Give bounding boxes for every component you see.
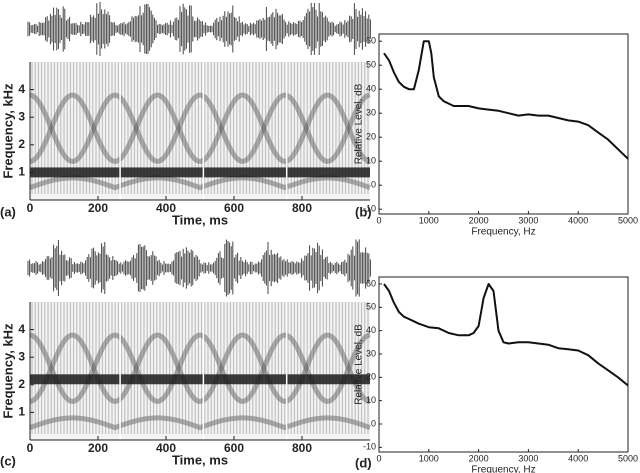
x-tick-label: 600 [224,201,244,215]
panel-label: (b) [355,204,372,219]
formant-band [30,374,370,385]
x-tick-label: 4000 [568,215,588,225]
y-tick-label: 20 [366,372,376,382]
y-tick-label: 0 [371,180,376,190]
y-tick-label: 1 [18,405,25,419]
formant-track [29,92,371,164]
y-tick-label: -10 [363,204,376,214]
x-tick-label: 200 [88,441,108,455]
y-tick-label: 30 [366,108,376,118]
spectrum-line [383,283,629,387]
striations [31,302,369,434]
y-tick-label: 20 [366,132,376,142]
x-tick-label: 4000 [568,453,588,463]
panel-label: (d) [355,455,372,470]
plot-frame [378,33,629,215]
formant-track [29,332,371,404]
x-axis-label: Frequency, Hz [471,465,535,473]
x-axis-label: Frequency, Hz [471,227,535,238]
y-axis-label: Frequency, kHz [0,323,15,419]
y-tick-label: 2 [18,137,25,151]
y-tick-label: 60 [366,36,376,46]
x-axis-label: Time, ms [172,212,228,227]
x-tick-label: 400 [156,201,176,215]
y-tick-label: 50 [366,60,376,70]
y-tick-label: 1 [18,165,25,179]
y-axis-label: Relative Level, dB [354,83,365,164]
y-axis-label: Frequency, kHz [0,83,15,179]
y-tick-label: 50 [366,302,376,312]
x-tick-label: 0 [376,453,381,463]
x-tick-label: 3000 [518,453,538,463]
x-tick-label: 800 [292,441,312,455]
formant-track [29,175,371,191]
x-tick-label: 2000 [469,215,489,225]
y-tick-label: 40 [366,325,376,335]
x-tick-label: 1000 [419,453,439,463]
formant-track [29,92,371,164]
x-tick-label: 5000 [618,453,638,463]
y-axis-label: Relative Level, dB [354,324,365,405]
y-tick-label: 4 [18,322,25,336]
y-tick-label: 60 [366,278,376,288]
x-tick-label: 0 [376,215,381,225]
x-tick-label: 1000 [419,215,439,225]
y-tick-label: 0 [371,418,376,428]
x-tick-label: 800 [292,201,312,215]
x-tick-label: 400 [156,441,176,455]
y-tick-label: 10 [366,156,376,166]
y-tick-label: 2 [18,377,25,391]
plot-frame [378,276,629,453]
panel-label: (a) [0,204,16,219]
y-tick-label: -10 [363,442,376,452]
panel-label: (c) [0,453,16,468]
formant-band [30,167,370,178]
x-tick-label: 200 [88,201,108,215]
y-tick-label: 10 [366,395,376,405]
y-tick-label: 30 [366,348,376,358]
x-tick-label: 2000 [469,453,489,463]
spectrum-line [383,40,629,160]
y-tick-label: 3 [18,109,25,123]
x-tick-label: 600 [224,441,244,455]
x-axis-label: Time, ms [172,452,228,467]
y-tick-label: 3 [18,349,25,363]
x-tick-label: 3000 [518,215,538,225]
formant-track [29,332,371,404]
x-tick-label: 0 [27,201,34,215]
y-tick-label: 4 [18,82,25,96]
waveform [27,239,371,297]
waveform [27,2,371,56]
formant-track [29,415,371,431]
x-tick-label: 0 [27,441,34,455]
y-tick-label: 40 [366,84,376,94]
x-tick-label: 5000 [618,215,638,225]
